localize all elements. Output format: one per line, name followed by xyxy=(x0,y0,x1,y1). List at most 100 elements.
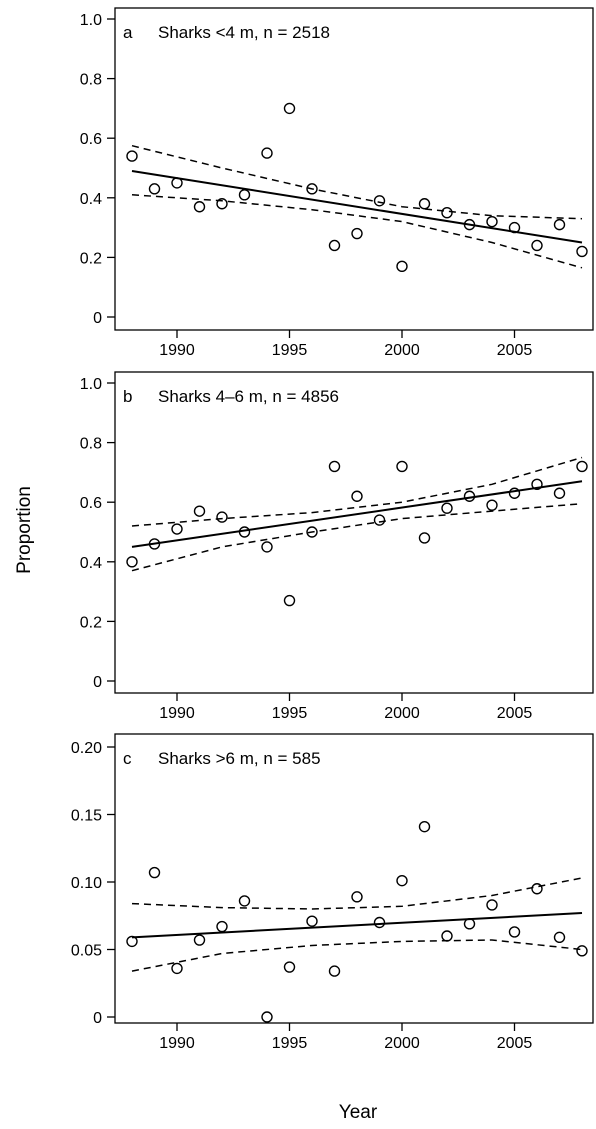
data-point xyxy=(238,189,251,201)
data-point xyxy=(576,945,588,957)
x-tick-label: 2000 xyxy=(384,342,420,359)
y-tick-label: 0.4 xyxy=(80,555,102,572)
data-point xyxy=(486,899,498,911)
data-point xyxy=(553,931,566,944)
data-point xyxy=(418,532,431,544)
data-point xyxy=(486,499,498,511)
data-point xyxy=(328,460,341,473)
data-point xyxy=(238,895,251,907)
y-tick-label: 0.6 xyxy=(80,495,102,512)
panel-frame xyxy=(114,733,594,1024)
x-tick-label: 2000 xyxy=(384,1035,420,1052)
data-point xyxy=(463,490,476,502)
y-tick-label: 1.0 xyxy=(80,376,102,393)
data-point xyxy=(306,183,318,195)
data-point xyxy=(351,227,363,240)
data-point xyxy=(418,198,431,210)
data-point xyxy=(441,502,453,514)
data-point xyxy=(486,215,498,228)
y-axis-title: Proportion xyxy=(14,486,35,574)
data-point xyxy=(193,201,206,213)
data-point xyxy=(418,820,431,833)
data-point xyxy=(148,538,161,550)
x-tick-label: 1995 xyxy=(272,705,308,722)
y-tick-label: 1.0 xyxy=(80,12,102,29)
data-point xyxy=(396,460,408,473)
data-point xyxy=(148,866,161,879)
panel-letter: c xyxy=(123,749,132,768)
data-point xyxy=(238,526,251,538)
chart-panel-b: 0 0.2 0.4 0.6 0.8 1.0 1990 1995 2000 2005 b Sharks … xyxy=(80,371,594,722)
data-point xyxy=(216,198,228,210)
fit-line xyxy=(131,170,583,244)
data-point xyxy=(396,260,408,273)
data-point xyxy=(373,195,386,207)
data-point xyxy=(261,541,273,553)
data-point xyxy=(171,177,183,189)
data-point xyxy=(553,218,566,231)
x-tick-label: 2005 xyxy=(497,705,533,722)
data-point xyxy=(373,514,386,526)
data-point xyxy=(126,935,138,948)
x-tick-label: 1995 xyxy=(272,342,308,359)
data-point xyxy=(126,150,138,162)
x-tick-label: 2005 xyxy=(497,1035,533,1052)
y-tick-label: 0.20 xyxy=(71,740,102,757)
data-point xyxy=(216,511,228,523)
data-point xyxy=(216,920,228,933)
x-tick-label: 2000 xyxy=(384,705,420,722)
data-point xyxy=(373,916,386,929)
data-point xyxy=(328,965,341,977)
chart-panel-c: 0 0.05 0.10 0.15 0.20 1990 1995 2000 2005 c Sharks… xyxy=(71,733,594,1052)
x-axis-title: Year xyxy=(339,1102,378,1123)
data-point xyxy=(306,915,318,927)
panel-letter: b xyxy=(123,387,132,406)
y-tick-label: 0 xyxy=(93,674,102,691)
y-tick-label: 0.8 xyxy=(80,72,102,89)
x-tick-label: 1990 xyxy=(159,1035,195,1052)
ci-lower-line xyxy=(131,502,583,572)
data-point xyxy=(531,478,543,491)
y-tick-label: 0.6 xyxy=(80,131,102,148)
data-point xyxy=(441,930,453,942)
data-point xyxy=(531,883,543,895)
data-point xyxy=(576,245,588,258)
y-tick-label: 0 xyxy=(93,1010,102,1027)
data-point xyxy=(193,505,206,517)
data-point xyxy=(396,874,408,887)
x-tick-label: 2005 xyxy=(497,342,533,359)
data-point xyxy=(351,490,363,502)
data-point xyxy=(508,926,521,938)
data-point xyxy=(508,221,521,234)
data-point xyxy=(576,460,588,473)
y-tick-label: 0.2 xyxy=(80,250,102,267)
data-point xyxy=(553,487,566,499)
data-point xyxy=(126,556,138,568)
data-point xyxy=(463,918,476,930)
panel-title: Sharks 4–6 m, n = 4856 xyxy=(158,387,339,406)
panel-title: Sharks <4 m, n = 2518 xyxy=(158,23,330,42)
ci-upper-line xyxy=(131,877,583,910)
y-tick-label: 0.4 xyxy=(80,191,102,208)
y-tick-label: 0.8 xyxy=(80,436,102,453)
data-point xyxy=(283,594,296,607)
data-point xyxy=(171,962,183,975)
y-tick-label: 0.15 xyxy=(71,808,102,825)
chart-panel-a: 0 0.2 0.4 0.6 0.8 1.0 1990 1995 2000 2005 a Sharks … xyxy=(80,7,594,359)
data-point xyxy=(261,1011,273,1023)
data-point xyxy=(283,102,296,115)
panel-title: Sharks >6 m, n = 585 xyxy=(158,749,321,768)
data-point xyxy=(283,961,296,973)
data-point xyxy=(193,934,206,946)
data-point xyxy=(306,526,318,538)
panel-frame xyxy=(114,7,594,331)
x-tick-label: 1990 xyxy=(159,705,195,722)
data-point xyxy=(148,183,161,195)
panel-letter: a xyxy=(123,23,133,42)
y-tick-label: 0 xyxy=(93,310,102,327)
panel-frame xyxy=(114,371,594,694)
x-tick-label: 1990 xyxy=(159,342,195,359)
data-point xyxy=(508,487,521,499)
data-point xyxy=(531,239,543,252)
